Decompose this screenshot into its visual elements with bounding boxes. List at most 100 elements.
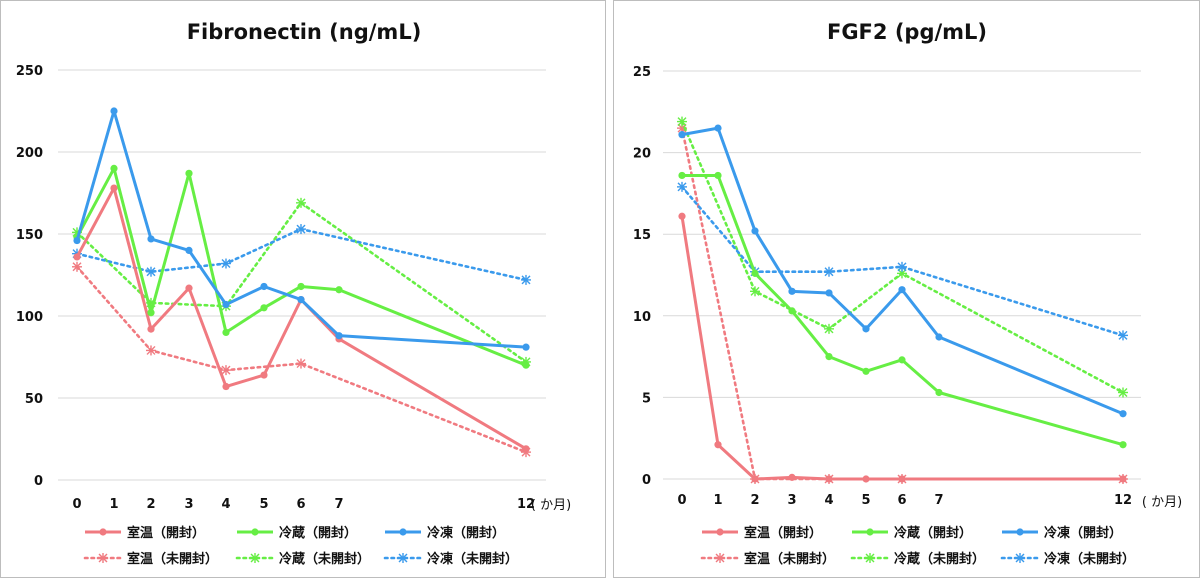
legend-label: 冷蔵（未開封） <box>894 551 985 567</box>
data-point <box>147 325 155 333</box>
series-2 <box>73 107 530 351</box>
data-point <box>862 367 870 375</box>
data-point <box>825 289 833 297</box>
data-point <box>110 184 118 192</box>
y-tick-label: 100 <box>16 310 43 325</box>
x-axis-unit: ( か月) <box>531 498 571 513</box>
legend-marker <box>99 528 107 536</box>
data-point <box>147 309 155 317</box>
data-point <box>751 227 759 235</box>
data-point <box>788 287 796 295</box>
x-tick-label: 4 <box>221 497 230 512</box>
data-point <box>824 266 834 277</box>
data-point <box>222 328 230 336</box>
y-tick-label: 20 <box>633 147 651 162</box>
legend-marker <box>865 553 875 563</box>
data-point <box>1119 410 1127 418</box>
x-tick-label: 3 <box>184 497 193 512</box>
series-line <box>680 216 1123 481</box>
data-point <box>678 171 686 180</box>
y-tick-label: 150 <box>16 228 43 243</box>
data-point <box>296 197 306 208</box>
data-point <box>185 169 193 177</box>
x-tick-label: 12 <box>517 497 535 512</box>
data-point <box>935 388 943 397</box>
series-3 <box>72 261 531 458</box>
data-point <box>73 253 81 261</box>
x-axis-unit: ( か月) <box>1142 495 1182 510</box>
data-point <box>678 212 686 220</box>
legend-label: 室温（未開封） <box>127 551 218 567</box>
y-tick-label: 200 <box>16 146 43 161</box>
x-tick-label: 1 <box>109 497 118 512</box>
y-tick-label: 15 <box>633 228 651 243</box>
data-point <box>146 266 156 277</box>
x-tick-label: 0 <box>72 497 81 512</box>
data-point <box>1118 387 1128 398</box>
data-point <box>522 445 530 453</box>
data-point <box>185 246 193 254</box>
x-tick-label: 1 <box>713 493 722 508</box>
data-point <box>862 325 870 333</box>
x-tick-label: 0 <box>677 493 686 508</box>
data-point <box>110 164 118 172</box>
legend-item: 冷凍（開封） <box>1002 525 1122 541</box>
data-point <box>1118 330 1128 341</box>
legend-marker <box>251 528 259 536</box>
legend-marker <box>866 528 874 536</box>
x-tick-label: 5 <box>861 493 870 508</box>
legend-item: 冷蔵（未開封） <box>850 551 985 567</box>
data-point <box>898 286 906 294</box>
legend-marker <box>715 553 725 563</box>
data-point <box>73 236 81 245</box>
x-tick-label: 3 <box>787 493 796 508</box>
x-tick-label: 7 <box>934 493 943 508</box>
legend-marker <box>250 553 260 563</box>
data-point <box>297 296 305 304</box>
legend-item: 冷凍（未開封） <box>1000 551 1135 567</box>
legend-marker <box>1016 528 1024 536</box>
data-point <box>296 224 306 235</box>
data-point <box>714 171 722 180</box>
series-5 <box>72 224 531 285</box>
legend-item: 室温（未開封） <box>83 551 218 567</box>
y-tick-label: 50 <box>25 392 43 407</box>
series-1 <box>678 171 1127 449</box>
series-2 <box>678 124 1127 418</box>
data-point <box>296 358 306 369</box>
data-point <box>222 300 230 309</box>
data-point <box>935 333 943 341</box>
legend-item: 室温（開封） <box>702 525 822 541</box>
data-point <box>824 323 834 334</box>
x-tick-label: 5 <box>259 497 268 512</box>
chart-title: Fibronectin (ng/mL) <box>187 20 422 44</box>
legend-marker <box>398 553 408 563</box>
data-point <box>221 365 231 376</box>
y-tick-label: 5 <box>642 391 651 406</box>
data-point <box>825 353 833 361</box>
data-point <box>260 371 268 379</box>
legend-item: 室温（開封） <box>85 525 205 541</box>
legend-label: 冷蔵（未開封） <box>279 551 370 567</box>
data-point <box>221 258 231 269</box>
x-tick-label: 6 <box>897 493 906 508</box>
legend-item: 冷蔵（開封） <box>852 525 972 541</box>
data-point <box>788 307 796 315</box>
y-tick-label: 25 <box>633 65 651 80</box>
data-point <box>110 107 118 115</box>
data-point <box>678 131 686 139</box>
data-point <box>72 261 82 272</box>
legend-marker <box>716 528 724 536</box>
data-point <box>147 235 155 243</box>
series-4 <box>677 116 1128 398</box>
data-point <box>1119 441 1127 449</box>
legend-item: 冷蔵（開封） <box>237 525 357 541</box>
legend-label: 冷凍（開封） <box>1044 525 1122 541</box>
legend-label: 室温（開封） <box>744 525 822 541</box>
series-line <box>75 227 528 282</box>
legend-label: 冷凍（未開封） <box>427 551 518 567</box>
data-point <box>825 475 833 483</box>
